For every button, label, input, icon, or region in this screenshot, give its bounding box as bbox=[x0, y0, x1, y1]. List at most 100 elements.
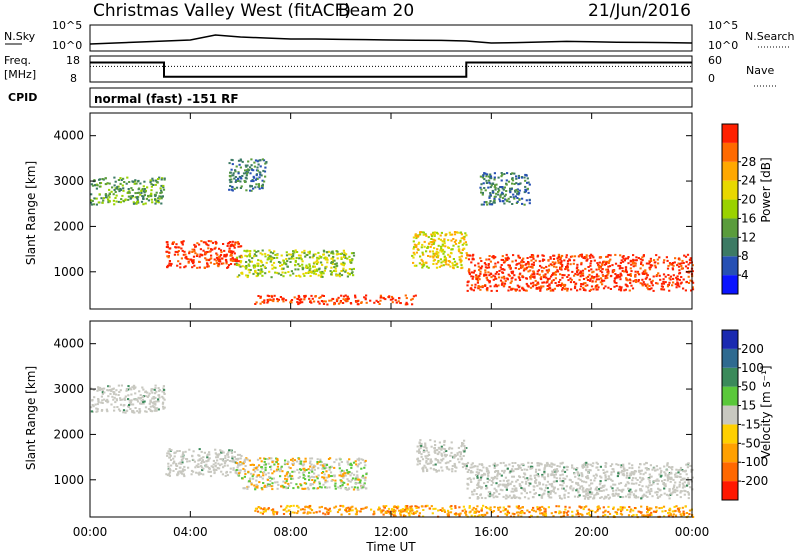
echo-cell bbox=[484, 285, 487, 287]
echo-cell bbox=[500, 276, 504, 279]
echo-cell bbox=[296, 512, 299, 515]
echo-cell bbox=[618, 489, 621, 492]
echo-cell bbox=[226, 266, 229, 269]
echo-cell bbox=[426, 470, 429, 472]
echo-cell bbox=[345, 510, 348, 513]
echo-cell bbox=[454, 512, 458, 515]
echo-cell bbox=[273, 294, 276, 297]
echo-cell bbox=[361, 486, 364, 489]
echo-cell bbox=[323, 476, 326, 479]
echo-cell bbox=[465, 465, 468, 467]
echo-cell bbox=[285, 258, 288, 260]
echo-cell bbox=[500, 193, 503, 196]
echo-cell bbox=[333, 259, 336, 262]
echo-cell bbox=[198, 458, 201, 461]
echo-cell bbox=[284, 474, 287, 477]
echo-cell bbox=[587, 494, 590, 497]
echo-cell bbox=[554, 277, 557, 280]
echo-cell bbox=[619, 512, 622, 515]
echo-cell bbox=[443, 444, 446, 446]
echo-cell bbox=[603, 260, 606, 263]
echo-cell bbox=[630, 471, 633, 474]
echo-cell bbox=[684, 289, 687, 292]
echo-cell bbox=[602, 261, 605, 264]
echo-cell bbox=[523, 496, 527, 499]
echo-cell bbox=[424, 442, 427, 445]
echo-cell bbox=[252, 180, 255, 183]
echo-cell bbox=[346, 488, 349, 491]
echo-cell bbox=[140, 200, 144, 203]
echo-cell bbox=[470, 470, 473, 472]
echo-cell bbox=[255, 483, 258, 486]
echo-cell bbox=[267, 254, 270, 257]
echo-cell bbox=[155, 199, 158, 202]
echo-cell bbox=[516, 284, 519, 287]
echo-cell bbox=[129, 401, 133, 404]
echo-cell bbox=[632, 254, 635, 257]
echo-cell bbox=[473, 490, 476, 493]
echo-cell bbox=[667, 474, 670, 477]
echo-cell bbox=[416, 450, 419, 453]
echo-cell bbox=[537, 475, 540, 478]
echo-cell bbox=[656, 493, 659, 496]
echo-cell bbox=[620, 287, 623, 290]
echo-cell bbox=[297, 510, 300, 513]
echo-cell bbox=[180, 257, 183, 260]
echo-cell bbox=[330, 299, 333, 302]
echo-cell bbox=[601, 283, 604, 286]
echo-cell bbox=[669, 263, 672, 266]
echo-cell bbox=[587, 275, 590, 278]
echo-cell bbox=[113, 203, 116, 206]
echo-cell bbox=[655, 274, 659, 276]
echo-cell bbox=[581, 272, 585, 275]
echo-cell bbox=[120, 179, 123, 181]
echo-cell bbox=[508, 286, 511, 288]
echo-cell bbox=[589, 463, 592, 466]
echo-cell bbox=[341, 481, 345, 484]
echo-cell bbox=[637, 257, 640, 259]
echo-cell bbox=[461, 243, 464, 246]
echo-cell bbox=[346, 483, 349, 486]
echo-cell bbox=[561, 461, 564, 464]
echo-cell bbox=[336, 298, 339, 301]
echo-cell bbox=[587, 497, 590, 500]
echo-cell bbox=[654, 261, 657, 264]
echo-cell bbox=[327, 513, 330, 515]
echo-cell bbox=[673, 505, 676, 508]
echo-cell bbox=[324, 479, 327, 482]
echo-cell bbox=[510, 288, 513, 291]
echo-cell bbox=[414, 294, 417, 297]
echo-cell bbox=[491, 189, 494, 192]
echo-cell bbox=[487, 263, 490, 265]
echo-cell bbox=[296, 468, 299, 471]
echo-cell bbox=[575, 468, 578, 471]
echo-cell bbox=[234, 176, 237, 178]
echo-cell bbox=[208, 451, 211, 454]
echo-cell bbox=[348, 513, 351, 516]
echo-cell bbox=[346, 257, 349, 260]
echo-cell bbox=[351, 509, 354, 512]
echo-cell bbox=[526, 477, 529, 480]
echo-cell bbox=[216, 459, 219, 462]
echo-cell bbox=[220, 463, 223, 466]
echo-cell bbox=[443, 255, 446, 258]
echo-cell bbox=[621, 506, 625, 509]
echo-cell bbox=[659, 471, 663, 474]
echo-cell bbox=[137, 179, 140, 182]
echo-cell bbox=[684, 265, 688, 268]
echo-cell bbox=[254, 303, 257, 305]
echo-cell bbox=[298, 460, 302, 463]
echo-cell bbox=[302, 272, 305, 275]
echo-cell bbox=[495, 495, 498, 498]
echo-cell bbox=[304, 255, 307, 258]
echo-cell bbox=[480, 267, 483, 270]
echo-cell bbox=[431, 240, 434, 243]
echo-cell bbox=[239, 469, 242, 472]
echo-cell bbox=[658, 256, 661, 259]
echo-cell bbox=[674, 475, 677, 478]
echo-cell bbox=[350, 464, 353, 467]
echo-cell bbox=[450, 248, 453, 251]
echo-cell bbox=[531, 285, 535, 288]
echo-cell bbox=[523, 472, 526, 475]
echo-cell bbox=[601, 262, 604, 265]
